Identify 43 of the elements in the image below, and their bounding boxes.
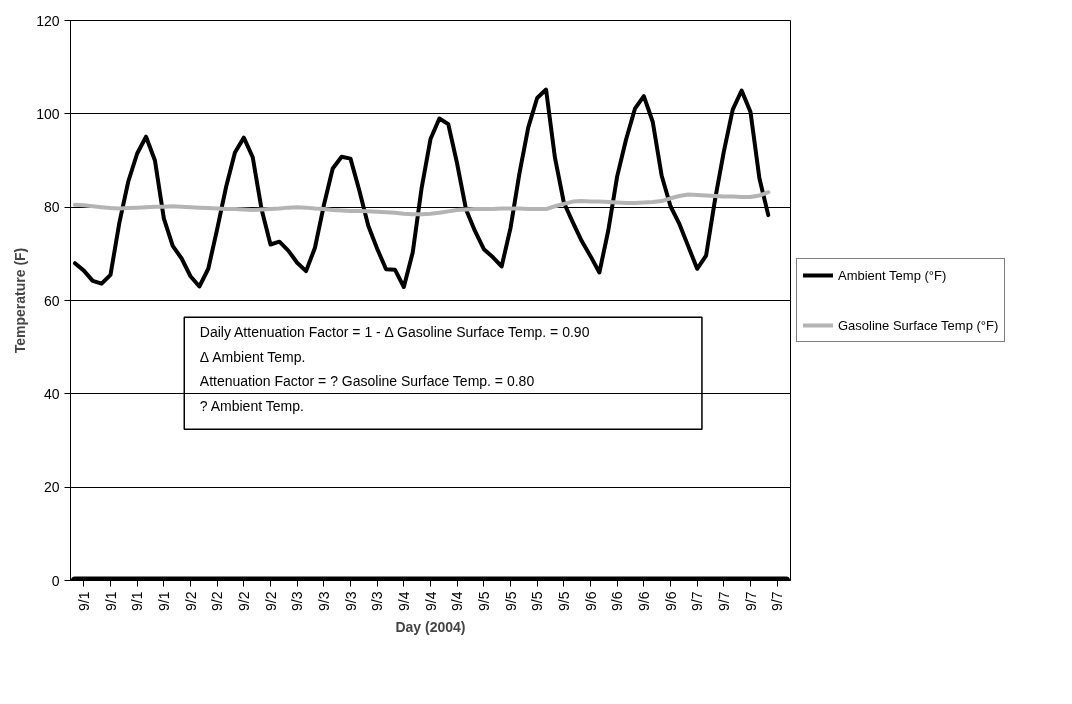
annotation: Δ Ambient Temp. [199, 348, 306, 365]
x-tick-label: 9/1 [129, 591, 146, 611]
x-tick-label: 9/1 [155, 591, 172, 611]
x-tick-label: 9/6 [635, 591, 652, 611]
y-tick-label: 120 [36, 12, 60, 29]
y-tick-label: 60 [43, 292, 60, 309]
x-tick-label: 9/1 [102, 591, 119, 611]
line-series [72, 190, 771, 217]
x-tick-label: 9/7 [742, 591, 759, 611]
x-tick-label: 9/5 [502, 591, 519, 611]
y-tick-label: 80 [43, 199, 60, 216]
x-tick-label: 9/3 [289, 591, 306, 611]
annotation: ? Ambient Temp. [199, 398, 304, 415]
x-tick-label: 9/6 [582, 591, 599, 611]
annotation: Attenuation Factor = ? Gasoline Surface Temp. = 0.80 [199, 373, 535, 390]
x-tick-label: 9/2 [209, 591, 226, 611]
x-tick-label: 9/3 [369, 591, 386, 611]
annotation: Daily Attenuation Factor = 1 - Δ Gasoline Surface Temp. = 0.90 [199, 323, 590, 340]
x-tick-label: 9/2 [235, 591, 252, 611]
y-tick-label: 40 [43, 385, 60, 402]
x-tick-label: 9/7 [689, 591, 706, 611]
x-tick-label: 9/4 [395, 591, 412, 611]
x-tick-label: 9/1 [75, 591, 92, 611]
x-axis-title: Day (2004) [395, 618, 466, 635]
x-tick-label: 9/4 [449, 591, 466, 611]
x-tick-label: 9/6 [609, 591, 626, 611]
x-tick-label: 9/7 [715, 591, 732, 611]
x-tick-label: 9/7 [769, 591, 786, 611]
y-tick-label: 0 [51, 572, 60, 589]
x-tick-label: 9/5 [529, 591, 546, 611]
y-axis-title: Temperature (F) [12, 247, 29, 354]
x-tick-label: 9/4 [422, 591, 439, 611]
x-tick-label: 9/2 [182, 591, 199, 611]
legend-label: Gasoline Surface Temp (°F) [838, 317, 999, 333]
x-tick-label: 9/5 [475, 591, 492, 611]
x-tick-label: 9/6 [662, 591, 679, 611]
x-tick-label: 9/2 [262, 591, 279, 611]
x-tick-label: 9/5 [555, 591, 572, 611]
y-tick-label: 20 [43, 479, 60, 496]
y-tick-label: 100 [36, 105, 60, 122]
legend-label: Ambient Temp (°F) [838, 267, 947, 283]
x-tick-label: 9/3 [342, 591, 359, 611]
x-tick-label: 9/3 [315, 591, 332, 611]
